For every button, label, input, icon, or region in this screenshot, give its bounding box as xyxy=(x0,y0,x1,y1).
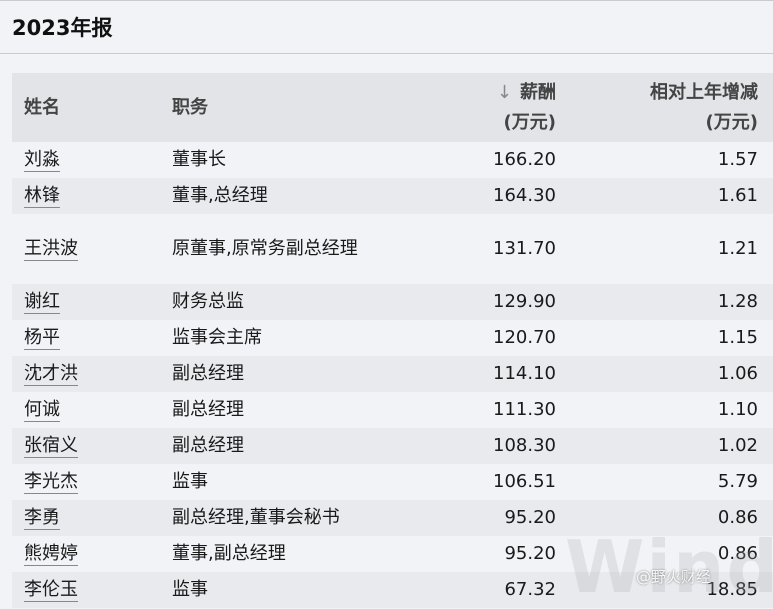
arrow-down-icon: ↓ xyxy=(496,81,512,103)
cell-role: 董事长 xyxy=(172,149,226,170)
person-name-link[interactable]: 何诚 xyxy=(24,399,60,422)
cell-role: 监事 xyxy=(172,579,208,600)
person-name-link[interactable]: 沈才洪 xyxy=(24,363,78,386)
table-row: 张宿义 副总经理 108.30 1.02 xyxy=(12,428,773,464)
cell-change: 0.86 xyxy=(717,507,758,528)
cell-change: 1.28 xyxy=(717,291,758,312)
table-row: 沈才洪 副总经理 114.10 1.06 xyxy=(12,356,773,392)
cell-name: 李伦玉 xyxy=(12,572,172,608)
table-row: 熊娉婷 董事,副总经理 95.20 0.86 xyxy=(12,536,773,572)
cell-change: 1.61 xyxy=(717,185,758,206)
cell-role: 监事 xyxy=(172,471,208,492)
cell-name: 杨平 xyxy=(12,320,172,356)
cell-change: 5.79 xyxy=(717,471,758,492)
header-salary-unit: (万元) xyxy=(503,111,556,133)
cell-name: 刘淼 xyxy=(12,142,172,178)
table-row: 李勇 副总经理,董事会秘书 95.20 0.86 xyxy=(12,500,773,536)
cell-role: 原董事,原常务副总经理 xyxy=(172,238,358,259)
cell-change: 18.85 xyxy=(706,579,758,600)
cell-role: 副总经理 xyxy=(172,399,244,420)
person-name-link[interactable]: 李光杰 xyxy=(24,471,78,494)
cell-change: 1.10 xyxy=(717,399,758,420)
cell-change: 1.02 xyxy=(717,435,758,456)
cell-name: 沈才洪 xyxy=(12,356,172,392)
person-name-link[interactable]: 熊娉婷 xyxy=(24,543,78,566)
cell-name: 李勇 xyxy=(12,500,172,536)
cell-name: 林锋 xyxy=(12,178,172,214)
header-name[interactable]: 姓名 xyxy=(24,96,60,118)
cell-salary: 95.20 xyxy=(504,543,556,564)
person-name-link[interactable]: 刘淼 xyxy=(24,149,60,172)
table-row: 李伦玉 监事 67.32 18.85 xyxy=(12,572,773,608)
person-name-link[interactable]: 王洪波 xyxy=(24,238,78,261)
cell-salary: 114.10 xyxy=(493,363,556,384)
cell-role: 董事,副总经理 xyxy=(172,543,286,564)
cell-name: 谢红 xyxy=(12,284,172,320)
table-row: 杨平 监事会主席 120.70 1.15 xyxy=(12,320,773,356)
cell-name: 张宿义 xyxy=(12,428,172,464)
cell-salary: 95.20 xyxy=(504,507,556,528)
cell-name: 熊娉婷 xyxy=(12,536,172,572)
cell-change: 1.21 xyxy=(717,238,758,259)
cell-salary: 120.70 xyxy=(493,327,556,348)
header-change[interactable]: 相对上年增减 (万元) xyxy=(556,73,773,142)
table-row: 谢红 财务总监 129.90 1.28 xyxy=(12,284,773,320)
person-name-link[interactable]: 杨平 xyxy=(24,327,60,350)
cell-role: 董事,总经理 xyxy=(172,185,268,206)
cell-change: 0.86 xyxy=(717,543,758,564)
table-header-row: 姓名 职务 ↓ 薪酬 (万元) 相对上年增减 (万元) xyxy=(12,73,773,142)
cell-change: 1.15 xyxy=(717,327,758,348)
cell-change: 1.06 xyxy=(717,363,758,384)
table-row: 李光杰 监事 106.51 5.79 xyxy=(12,464,773,500)
header-salary[interactable]: ↓ 薪酬 (万元) xyxy=(402,73,556,142)
cell-role: 财务总监 xyxy=(172,291,244,312)
page-title: 2023年报 xyxy=(12,16,113,40)
header-salary-label: 薪酬 xyxy=(520,81,556,103)
person-name-link[interactable]: 林锋 xyxy=(24,185,60,208)
cell-salary: 111.30 xyxy=(493,399,556,420)
cell-role: 监事会主席 xyxy=(172,327,262,348)
cell-change: 1.57 xyxy=(717,149,758,170)
cell-salary: 67.32 xyxy=(504,579,556,600)
table-row: 王洪波 原董事,原常务副总经理 131.70 1.21 xyxy=(12,214,773,284)
cell-salary: 164.30 xyxy=(493,185,556,206)
cell-name: 王洪波 xyxy=(12,214,172,284)
cell-role: 副总经理 xyxy=(172,363,244,384)
cell-salary: 166.20 xyxy=(493,149,556,170)
cell-salary: 106.51 xyxy=(493,471,556,492)
person-name-link[interactable]: 李伦玉 xyxy=(24,579,78,602)
table-row: 何诚 副总经理 111.30 1.10 xyxy=(12,392,773,428)
cell-salary: 131.70 xyxy=(493,238,556,259)
header-change-label: 相对上年增减 xyxy=(650,81,758,103)
person-name-link[interactable]: 李勇 xyxy=(24,507,60,530)
cell-role: 副总经理,董事会秘书 xyxy=(172,507,340,528)
salary-table: 姓名 职务 ↓ 薪酬 (万元) 相对上年增减 (万元) 刘淼 董事长 166.20 1.… xyxy=(12,73,773,608)
cell-salary: 129.90 xyxy=(493,291,556,312)
cell-role: 副总经理 xyxy=(172,435,244,456)
cell-name: 何诚 xyxy=(12,392,172,428)
cell-salary: 108.30 xyxy=(493,435,556,456)
title-bar: 2023年报 xyxy=(0,0,773,54)
header-change-unit: (万元) xyxy=(705,111,758,133)
person-name-link[interactable]: 谢红 xyxy=(24,291,60,314)
cell-name: 李光杰 xyxy=(12,464,172,500)
table-row: 林锋 董事,总经理 164.30 1.61 xyxy=(12,178,773,214)
person-name-link[interactable]: 张宿义 xyxy=(24,435,78,458)
table-row: 刘淼 董事长 166.20 1.57 xyxy=(12,142,773,178)
header-role[interactable]: 职务 xyxy=(172,96,208,118)
